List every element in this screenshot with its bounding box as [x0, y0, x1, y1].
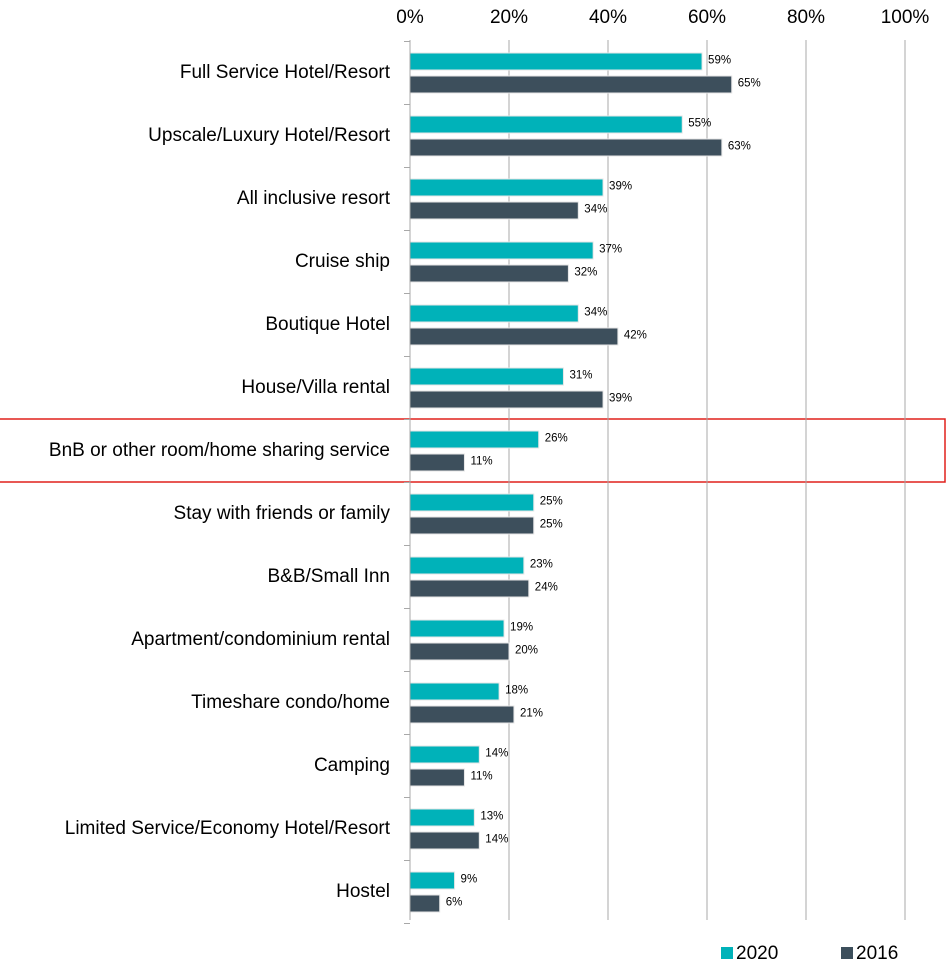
x-tick-label: 0%	[396, 7, 424, 28]
data-label: 42%	[624, 330, 647, 342]
bar	[409, 705, 515, 724]
y-tick-label: Hostel	[336, 881, 390, 902]
y-tick-label: Cruise ship	[295, 251, 390, 272]
x-tick-label: 60%	[688, 7, 726, 28]
legend-swatch	[721, 947, 733, 959]
y-tick-label: Limited Service/Economy Hotel/Resort	[65, 818, 391, 839]
data-label: 23%	[530, 559, 553, 571]
bar	[409, 75, 733, 94]
data-label: 21%	[520, 708, 543, 720]
bar	[409, 871, 456, 890]
bar	[409, 264, 569, 283]
bar	[409, 138, 723, 157]
bar	[409, 241, 594, 260]
data-label: 63%	[728, 141, 751, 153]
legend-swatch	[841, 947, 853, 959]
bar	[409, 453, 465, 472]
y-tick-label: Stay with friends or family	[174, 503, 391, 524]
bar	[409, 201, 579, 220]
bar	[409, 304, 579, 323]
data-label: 11%	[470, 771, 492, 783]
bar	[409, 642, 510, 661]
x-tick-label: 40%	[589, 7, 627, 28]
data-label: 13%	[480, 811, 503, 823]
y-tick-label: Boutique Hotel	[265, 314, 390, 335]
data-label: 19%	[510, 622, 533, 634]
data-label: 11%	[470, 456, 492, 468]
y-tick-label: BnB or other room/home sharing service	[49, 440, 390, 461]
data-label: 20%	[515, 645, 538, 657]
bar	[409, 831, 480, 850]
bar	[409, 178, 604, 197]
bar	[409, 115, 683, 134]
x-tick-label: 20%	[490, 7, 528, 28]
data-label: 14%	[485, 748, 508, 760]
bar	[409, 768, 465, 787]
bar	[409, 579, 530, 598]
data-label: 34%	[584, 307, 607, 319]
data-label: 24%	[535, 582, 558, 594]
data-label: 25%	[540, 519, 563, 531]
x-tick-label: 80%	[787, 7, 825, 28]
bar	[409, 516, 535, 535]
bar	[409, 556, 525, 575]
data-label: 39%	[609, 393, 632, 405]
data-label: 18%	[505, 685, 528, 697]
y-tick-label: Apartment/condominium rental	[131, 629, 390, 650]
x-tick-label: 100%	[881, 7, 930, 28]
y-tick-label: House/Villa rental	[241, 377, 390, 398]
data-label: 34%	[584, 204, 607, 216]
data-label: 65%	[738, 78, 761, 90]
data-label: 55%	[688, 118, 711, 130]
bar	[409, 619, 505, 638]
y-tick-label: Camping	[314, 755, 390, 776]
highlight-box	[0, 418, 946, 483]
data-label: 37%	[599, 244, 622, 256]
data-label: 14%	[485, 834, 508, 846]
bar	[409, 894, 441, 913]
data-label: 59%	[708, 55, 731, 67]
data-label: 31%	[569, 370, 592, 382]
data-label: 6%	[446, 897, 463, 909]
bar	[409, 682, 500, 701]
legend-label: 2020	[736, 943, 778, 963]
bar	[409, 493, 535, 512]
y-tick-label: Full Service Hotel/Resort	[180, 62, 391, 83]
data-label: 25%	[540, 496, 563, 508]
data-label: 32%	[574, 267, 597, 279]
legend-label: 2016	[856, 943, 898, 963]
data-label: 39%	[609, 181, 632, 193]
bar	[409, 745, 480, 764]
bar	[409, 367, 564, 386]
bar	[409, 327, 619, 346]
data-label: 9%	[461, 874, 478, 886]
y-tick-label: B&B/Small Inn	[268, 566, 391, 587]
data-label: 26%	[545, 433, 568, 445]
bar	[409, 390, 604, 409]
y-tick-label: Upscale/Luxury Hotel/Resort	[148, 125, 391, 146]
y-tick-label: Timeshare condo/home	[191, 692, 390, 713]
bar	[409, 808, 475, 827]
bar	[409, 430, 540, 449]
y-tick-label: All inclusive resort	[237, 188, 391, 209]
bar	[409, 52, 703, 71]
